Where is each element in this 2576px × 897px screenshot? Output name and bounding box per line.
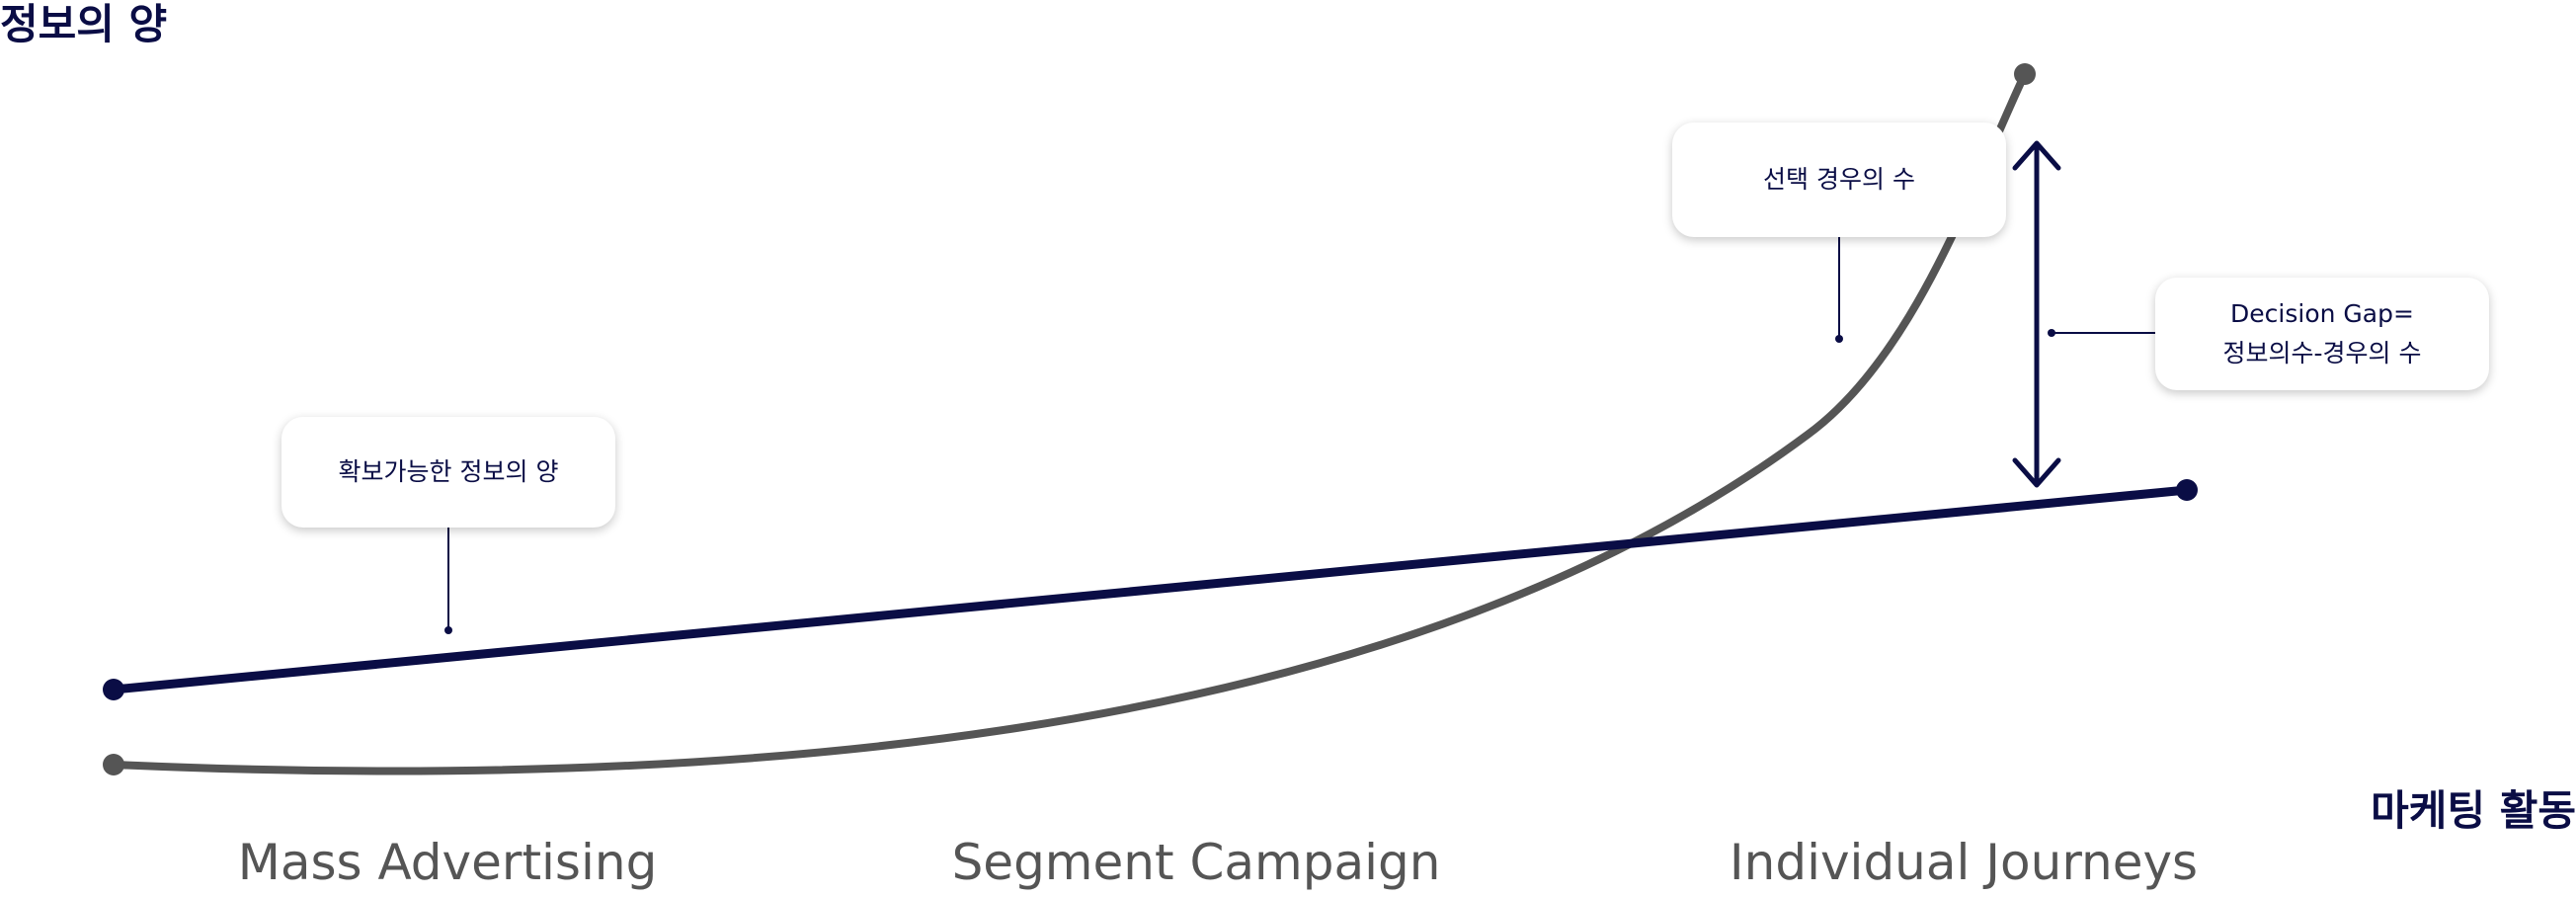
callout-info-leader: [444, 528, 452, 634]
stage-label-individual-journeys: Individual Journeys: [1729, 834, 2199, 891]
x-axis-title: 마케팅 활동: [2371, 786, 2576, 835]
callout-choices-leader: [1835, 237, 1843, 343]
decision-gap-label-line2: 정보의수-경우의 수: [2222, 339, 2422, 367]
info-amount-callout: 확보가능한 정보의 양: [282, 417, 615, 528]
choice-count-label: 선택 경우의 수: [1763, 165, 1915, 194]
info-amount-line: [109, 485, 2192, 694]
info-line-end-point: [2176, 479, 2198, 501]
info-amount-label: 확보가능한 정보의 양: [338, 457, 559, 486]
info-line-start-point: [103, 679, 124, 700]
decision-gap-label-line1: Decision Gap=: [2230, 299, 2414, 328]
y-axis-title: 정보의 양: [0, 0, 168, 48]
stage-label-mass-advertising: Mass Advertising: [237, 834, 658, 891]
decision-gap-callout: Decision Gap= 정보의수-경우의 수: [2155, 278, 2489, 390]
choice-curve-start-point: [103, 754, 124, 775]
decision-gap-arrow: [2012, 140, 2061, 488]
choice-count-curve: [110, 70, 2029, 775]
choice-curve-end-point: [2014, 63, 2036, 85]
callout-gap-leader: [2048, 329, 2155, 337]
stage-label-segment-campaign: Segment Campaign: [951, 834, 1441, 891]
choice-count-callout: 선택 경우의 수: [1672, 122, 2006, 237]
